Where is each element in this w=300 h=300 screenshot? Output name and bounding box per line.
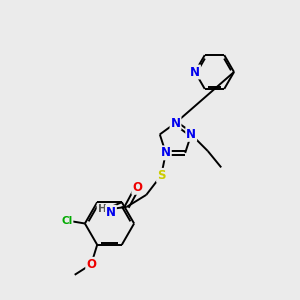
Text: N: N [170, 116, 181, 130]
Text: N: N [186, 128, 196, 141]
Text: N: N [106, 206, 116, 219]
Text: O: O [86, 258, 96, 271]
Text: H: H [98, 204, 106, 214]
Text: Cl: Cl [61, 215, 73, 226]
Text: S: S [157, 169, 166, 182]
Text: N: N [161, 146, 171, 159]
Text: O: O [132, 181, 142, 194]
Text: N: N [190, 65, 200, 79]
